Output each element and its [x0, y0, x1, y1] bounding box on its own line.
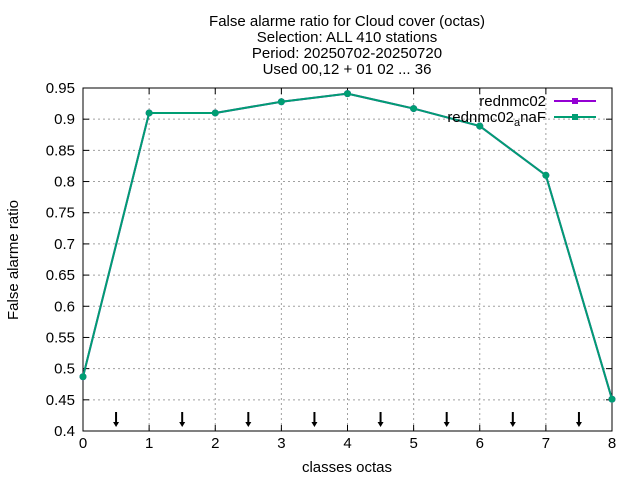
legend-label-series-2-main: rednmc02 — [447, 109, 514, 126]
series-2-point-1 — [145, 109, 153, 117]
arrow-head-2 — [245, 422, 252, 427]
x-axis-label: classes octas — [302, 459, 392, 476]
arrow-head-0 — [113, 422, 120, 427]
y-tick-label-3: 0.55 — [46, 329, 75, 346]
x-tick-label-2: 2 — [211, 435, 219, 452]
y-tick-label-6: 0.7 — [54, 236, 75, 253]
title-line-1: False alarme ratio for Cloud cover (octa… — [209, 13, 485, 30]
x-tick-label-8: 8 — [608, 435, 616, 452]
y-tick-label-2: 0.5 — [54, 361, 75, 378]
grid — [83, 88, 612, 431]
y-tick-label-8: 0.8 — [54, 174, 75, 191]
legend-label-series-2-sub: a — [514, 117, 521, 129]
y-tick-label-11: 0.95 — [46, 80, 75, 97]
series-2-point-2 — [211, 109, 219, 117]
arrow-head-3 — [311, 422, 318, 427]
y-tick-label-1: 0.45 — [46, 392, 75, 409]
y-tick-label-5: 0.65 — [46, 267, 75, 284]
x-tick-label-7: 7 — [542, 435, 550, 452]
legend-label-series-2-tail: naF — [520, 109, 546, 126]
y-tick-label-7: 0.75 — [46, 205, 75, 222]
series-2-point-4 — [344, 90, 351, 98]
axes: 0 1 2 3 4 5 6 7 8 0.4 0.45 0.5 0.55 0.6 0.65 0.7 0.75 0.8… — [46, 80, 616, 452]
arrow-head-1 — [179, 422, 186, 427]
legend: rednmc02 rednmc02anaF — [447, 93, 596, 129]
x-tick-label-5: 5 — [409, 435, 417, 452]
legend-label-series-2: rednmc02anaF — [447, 109, 546, 129]
title-line-4: Used 00,12 + 01 02 ... 36 — [263, 61, 432, 78]
x-tick-label-3: 3 — [277, 435, 285, 452]
title-line-3: Period: 20250702-20250720 — [252, 45, 442, 62]
y-tick-label-9: 0.85 — [46, 142, 75, 159]
arrow-head-6 — [509, 422, 516, 427]
series-2-point-3 — [277, 98, 285, 106]
arrow-head-5 — [443, 422, 450, 427]
series-2-point-8 — [608, 395, 616, 403]
chart-title: False alarme ratio for Cloud cover (octa… — [209, 13, 485, 78]
x-tick-label-0: 0 — [79, 435, 87, 452]
series-2-point-0 — [79, 373, 87, 381]
x-tick-label-4: 4 — [343, 435, 351, 452]
series-2-point-7 — [542, 171, 550, 179]
arrow-head-7 — [575, 422, 582, 427]
arrow-head-4 — [377, 422, 384, 427]
legend-marker-series-1 — [572, 98, 578, 104]
legend-marker-series-2 — [572, 114, 578, 120]
series-2-point-6 — [476, 122, 484, 130]
x-tick-label-1: 1 — [145, 435, 153, 452]
series-lines — [79, 90, 616, 403]
arrow-markers — [113, 412, 582, 427]
x-tick-label-6: 6 — [476, 435, 484, 452]
y-tick-label-10: 0.9 — [54, 111, 75, 128]
legend-label-series-1: rednmc02 — [479, 93, 546, 110]
y-tick-label-4: 0.6 — [54, 298, 75, 315]
y-tick-label-0: 0.4 — [54, 423, 75, 440]
y-axis-label: False alarme ratio — [5, 200, 22, 320]
title-line-2: Selection: ALL 410 stations — [257, 29, 437, 46]
series-2-point-5 — [410, 105, 418, 113]
